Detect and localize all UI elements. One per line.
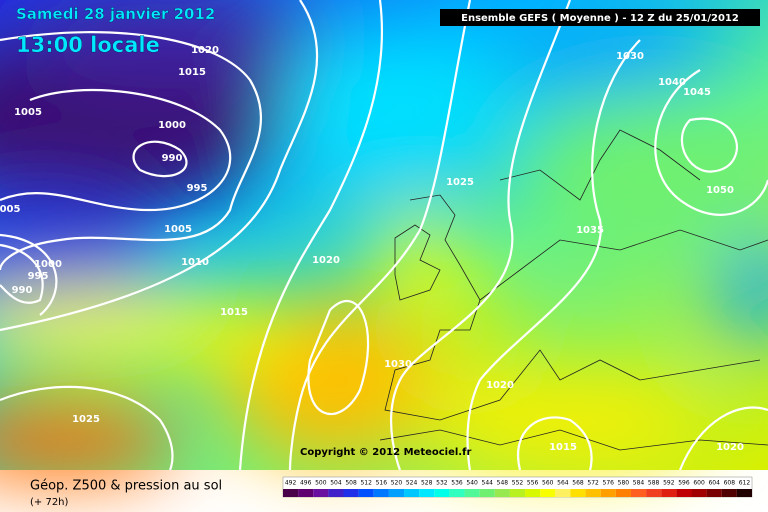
colorbar-swatch (570, 489, 586, 497)
colorbar-swatch (540, 489, 556, 497)
model-info: Ensemble GEFS ( Moyenne ) - 12 Z du 25/0… (461, 13, 739, 24)
date: Samedi 28 janvier 2012 (16, 5, 215, 23)
colorbar-swatch (434, 489, 450, 497)
isobar-label: 1015 (220, 307, 248, 318)
isobar-label: 1000 (34, 259, 62, 270)
isobar-label: 1030 (616, 51, 644, 62)
colorbar-label: 496 (300, 480, 312, 487)
isobar-label: 1020 (486, 380, 514, 391)
colorbar-swatch (646, 489, 662, 497)
colorbar-label: 576 (603, 480, 615, 487)
isobar-label: 1005 (14, 107, 42, 118)
colorbar-swatch (464, 489, 480, 497)
colorbar-swatch (736, 489, 752, 497)
colorbar-swatch (706, 489, 722, 497)
isobar-label: 1030 (384, 359, 412, 370)
isobar-label: 1025 (446, 177, 474, 188)
colorbar-swatch (615, 489, 631, 497)
isobar-label: 1040 (658, 77, 686, 88)
colorbar-label: 556 (527, 480, 539, 487)
colorbar-swatch (313, 489, 329, 497)
colorbar-label: 580 (618, 480, 630, 487)
colorbar-label: 516 (376, 480, 388, 487)
colorbar-label: 600 (693, 480, 705, 487)
colorbar-label: 560 (542, 480, 554, 487)
colorbar: 492 496 500 504 508 512 516 520 524 528 532 536 540 5… (282, 476, 753, 498)
isobar-label: 990 (12, 285, 33, 296)
colorbar-label: 568 (572, 480, 584, 487)
colorbar-swatch (691, 489, 707, 497)
colorbar-label: 520 (391, 480, 403, 487)
isobar-label: 1005 (164, 224, 192, 235)
colorbar-label: 572 (587, 480, 599, 487)
header-box (440, 9, 760, 26)
colorbar-label: 512 (360, 480, 372, 487)
colorbar-label: 524 (406, 480, 418, 487)
isobar-label: 995 (28, 271, 49, 282)
field (0, 0, 768, 480)
colorbar-label: 584 (633, 480, 645, 487)
colorbar-label: 588 (648, 480, 660, 487)
isobar-label: 1020 (716, 442, 744, 453)
isobar-label: 1045 (683, 87, 711, 98)
colorbar-swatch (404, 489, 420, 497)
isobar-label: 1020 (191, 45, 219, 56)
isobar-label: 995 (187, 183, 208, 194)
colorbar-swatch (676, 489, 692, 497)
colorbar-swatch (661, 489, 677, 497)
colorbar-swatch (283, 489, 299, 497)
colorbar-label: 500 (315, 480, 327, 487)
colorbar-swatch (479, 489, 495, 497)
copyright: Copyright © 2012 Meteociel.fr (300, 447, 471, 458)
colorbar-swatch (419, 489, 435, 497)
isobar-label: 1015 (549, 442, 577, 453)
colorbar-swatch (343, 489, 359, 497)
colorbar-label: 552 (512, 480, 524, 487)
colorbar-label: 548 (497, 480, 509, 487)
colorbar-swatch (555, 489, 571, 497)
isobar-label: 1015 (178, 67, 206, 78)
isobar-label: 1020 (312, 255, 340, 266)
colorbar-label: 528 (421, 480, 433, 487)
colorbar-swatch (388, 489, 405, 497)
colorbar-label: 604 (708, 480, 720, 487)
colorbar-swatch (525, 489, 541, 497)
colorbar-swatch (298, 489, 314, 497)
isobar-label: 1000 (158, 120, 186, 131)
colorbar-swatch (328, 489, 344, 497)
isobar-label: 005 (0, 204, 20, 215)
colorbar-swatch (449, 489, 465, 497)
colorbar-label: 596 (678, 480, 690, 487)
colorbar-swatch (373, 489, 389, 497)
colorbar-swatch (600, 489, 616, 497)
colorbar-label: 592 (663, 480, 675, 487)
isobar-label: 1025 (72, 414, 100, 425)
colorbar-label: 508 (345, 480, 357, 487)
colorbar-label: 536 (451, 480, 463, 487)
isobar-label: 1010 (181, 257, 209, 268)
time: 13:00 locale (16, 33, 160, 57)
isobar-label: 990 (162, 153, 183, 164)
footer-lead: (+ 72h) (30, 497, 69, 508)
colorbar-swatch (721, 489, 737, 497)
colorbar-swatch (509, 489, 526, 497)
isobar-label: 1050 (706, 185, 734, 196)
colorbar-label: 608 (724, 480, 736, 487)
colorbar-label: 612 (739, 480, 751, 487)
colorbar-label: 492 (285, 480, 297, 487)
isobars (0, 0, 768, 470)
colorbar-label: 532 (436, 480, 448, 487)
footer-title: Géop. Z500 & pression au sol (30, 479, 222, 494)
isobar-label: 1035 (576, 225, 604, 236)
colorbar-swatch (358, 489, 374, 497)
colorbar-label: 540 (466, 480, 478, 487)
colorbar-label: 504 (330, 480, 342, 487)
colorbar-label: 544 (482, 480, 494, 487)
colorbar-swatch (494, 489, 510, 497)
colorbar-swatch (585, 489, 601, 497)
colorbar-swatch (630, 489, 647, 497)
colorbar-label: 564 (557, 480, 569, 487)
isobar-labels: 1020101510051000990995005100510101000995… (0, 45, 744, 453)
